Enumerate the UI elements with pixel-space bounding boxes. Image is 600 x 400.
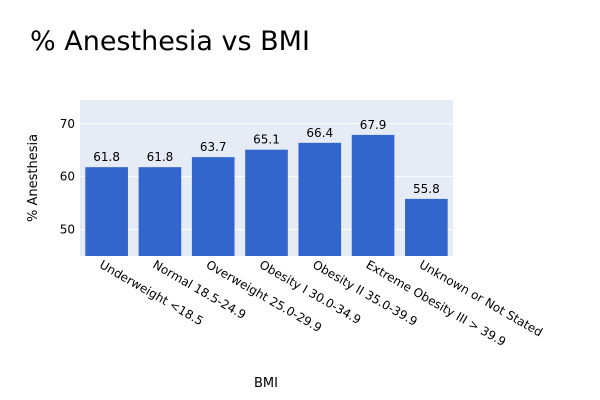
y-axis-title: % Anesthesia [26, 134, 41, 222]
x-axis-title: BMI [254, 376, 278, 391]
bar [85, 167, 128, 256]
bar-value-label: 65.1 [253, 133, 280, 147]
bar [245, 149, 288, 256]
bar-value-label: 55.8 [413, 182, 440, 196]
bar [191, 157, 235, 256]
bar [298, 142, 342, 256]
bars-group [85, 134, 448, 256]
bar [351, 134, 395, 256]
bar-value-label: 63.7 [200, 140, 227, 154]
bar [138, 167, 182, 256]
y-tick-label: 50 [60, 223, 75, 237]
y-tick-label: 70 [60, 117, 75, 131]
bar-value-labels: 61.8 61.8 63.7 65.1 66.4 67.9 55.8 [93, 118, 439, 196]
y-axis-ticks: 50 60 70 [60, 117, 75, 237]
bar-value-label: 67.9 [360, 118, 387, 132]
bar-value-label: 66.4 [306, 126, 333, 140]
bar [405, 198, 448, 256]
bar-value-label: 61.8 [93, 150, 120, 164]
bar-value-label: 61.8 [147, 150, 174, 164]
y-tick-label: 60 [60, 170, 75, 184]
chart-title: % Anesthesia vs BMI [30, 26, 310, 57]
